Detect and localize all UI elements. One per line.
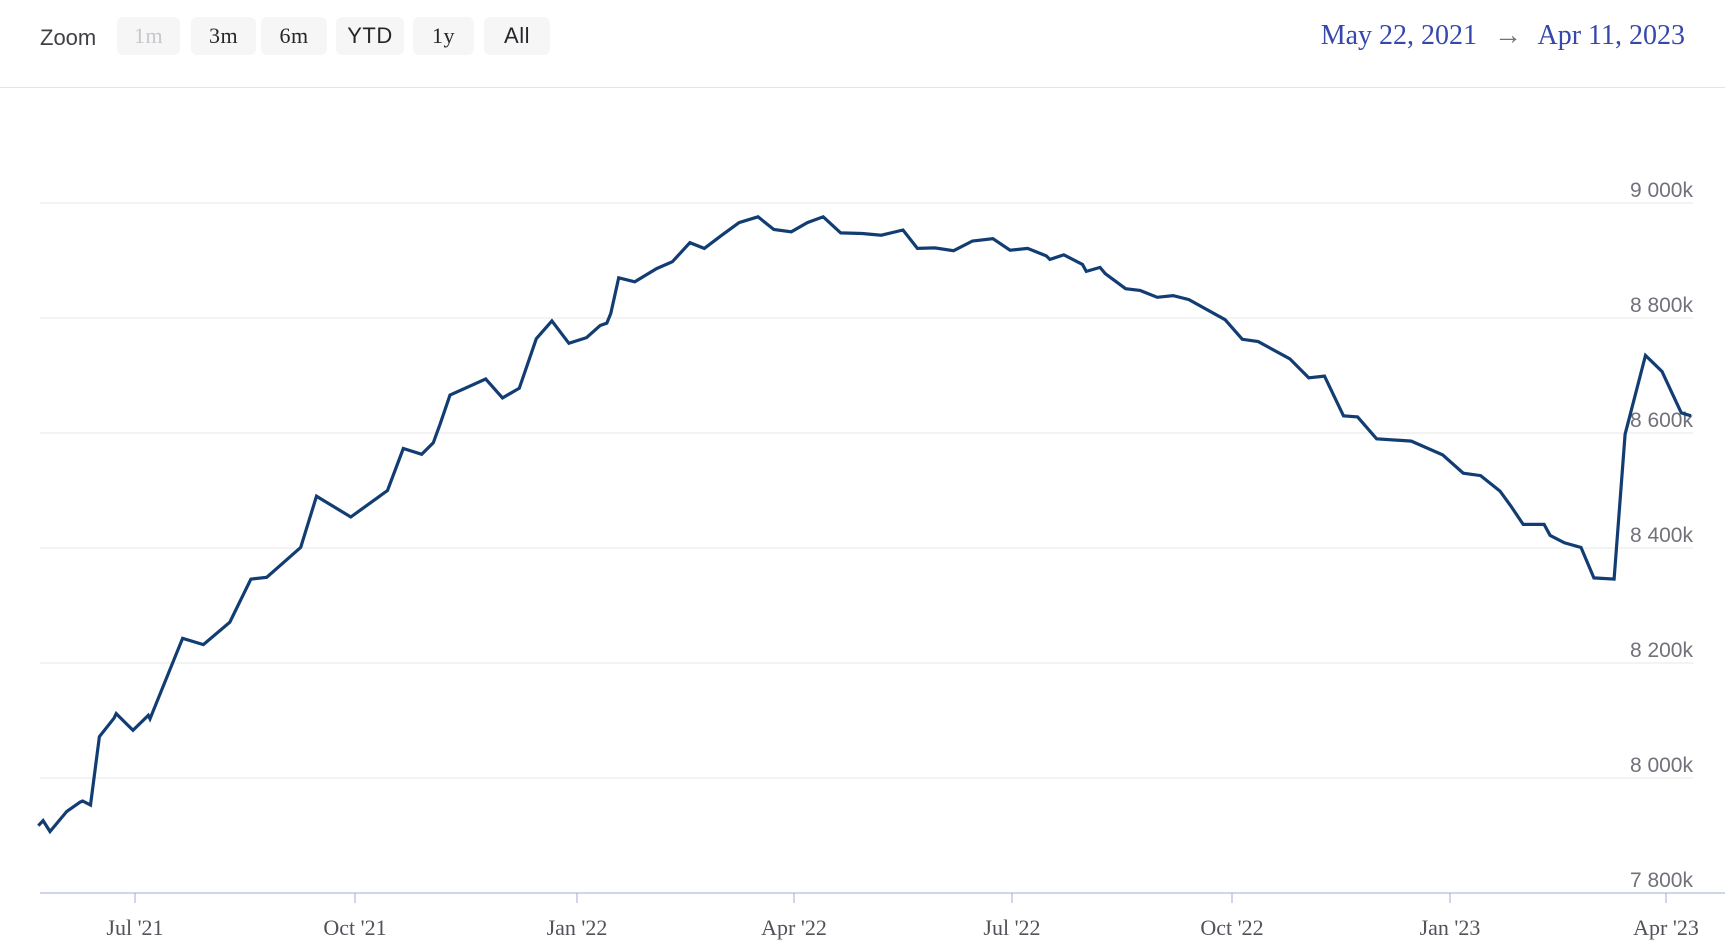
svg-text:8 200k: 8 200k	[1630, 639, 1694, 662]
svg-text:Jan '23: Jan '23	[1420, 915, 1481, 940]
svg-text:Apr '22: Apr '22	[761, 915, 827, 940]
svg-text:Jul '21: Jul '21	[106, 915, 163, 940]
svg-text:Apr '23: Apr '23	[1633, 915, 1699, 940]
svg-text:Oct '21: Oct '21	[323, 915, 386, 940]
svg-text:9 000k: 9 000k	[1630, 179, 1694, 202]
svg-text:7 800k: 7 800k	[1630, 869, 1694, 892]
svg-text:Oct '22: Oct '22	[1200, 915, 1263, 940]
svg-text:8 800k: 8 800k	[1630, 294, 1694, 317]
svg-text:Jul '22: Jul '22	[983, 915, 1040, 940]
svg-text:8 000k: 8 000k	[1630, 754, 1694, 777]
svg-text:Jan '22: Jan '22	[547, 915, 608, 940]
svg-text:8 400k: 8 400k	[1630, 524, 1694, 547]
